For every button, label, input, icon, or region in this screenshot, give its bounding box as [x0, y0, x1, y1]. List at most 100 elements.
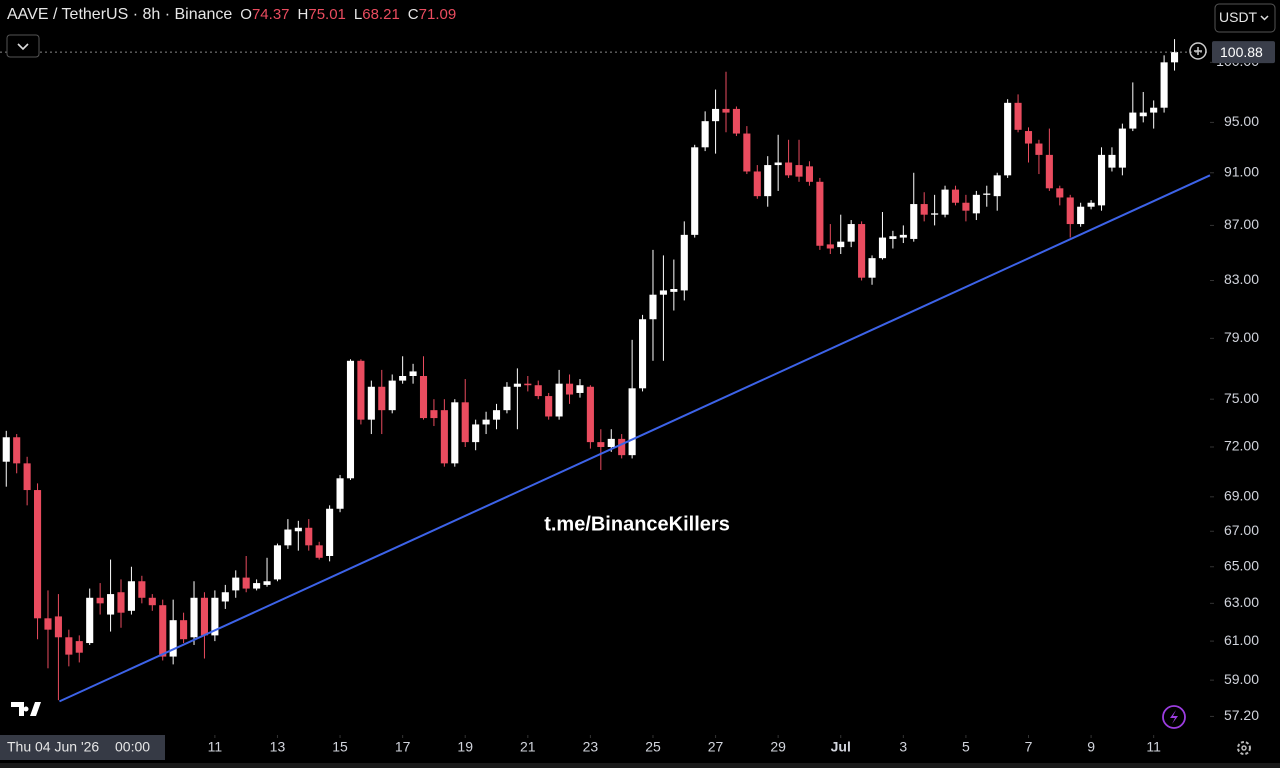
- candle-body: [388, 380, 396, 411]
- candle-body: [659, 290, 667, 295]
- candle-body: [628, 388, 636, 456]
- candle-body: [378, 386, 386, 411]
- x-tick-label: 7: [1025, 739, 1033, 755]
- candle-body: [117, 592, 125, 613]
- candle-body: [159, 605, 167, 657]
- candle-body: [346, 360, 355, 479]
- candle-body: [910, 204, 918, 239]
- candle-body: [513, 383, 521, 387]
- x-tick-label: 13: [270, 739, 286, 755]
- candle-body: [1118, 128, 1126, 168]
- currency-label: USDT: [1219, 9, 1258, 25]
- add-alert-button[interactable]: [1189, 42, 1207, 60]
- candle-body: [1014, 102, 1022, 130]
- candle-body: [1139, 112, 1147, 117]
- candle-body: [524, 383, 532, 386]
- y-tick-label: 67.00: [1224, 522, 1259, 538]
- candle-body: [23, 463, 31, 491]
- candle-body: [461, 402, 469, 443]
- candle-body: [1170, 52, 1179, 63]
- candle-body: [65, 637, 73, 655]
- candle-body: [232, 577, 240, 591]
- legend-value: 68.21: [362, 6, 400, 23]
- candle-body: [993, 175, 1001, 197]
- candle-body: [482, 419, 490, 425]
- logo: [11, 702, 41, 716]
- candle-body: [1035, 143, 1043, 155]
- candle-body: [889, 236, 897, 239]
- candle-body: [597, 442, 605, 447]
- collapse-icon: [17, 43, 29, 51]
- candle-body: [190, 597, 198, 638]
- candle-body: [1045, 154, 1053, 189]
- candle-body: [712, 108, 720, 122]
- candle-body: [200, 597, 208, 636]
- candle-body: [54, 616, 62, 638]
- settings-button[interactable]: [1237, 741, 1251, 755]
- date-label-box: [0, 735, 165, 760]
- y-tick-label: 72.00: [1224, 438, 1259, 454]
- candle-body: [618, 438, 626, 456]
- bottom-strip: [0, 763, 1280, 768]
- x-tick-label: 29: [770, 739, 786, 755]
- x-tick-label: Jul: [831, 739, 851, 755]
- candle-body: [138, 581, 146, 598]
- legend-value: 71.09: [418, 6, 457, 23]
- legend-label: O: [240, 6, 252, 23]
- y-tick-label: 83.00: [1224, 271, 1259, 287]
- currency-chevron: [1260, 15, 1269, 21]
- candle-body: [357, 360, 365, 420]
- candle-body: [34, 490, 42, 619]
- symbol-title: AAVE / TetherUS · 8h · Binance: [7, 6, 233, 23]
- y-tick-label: 69.00: [1224, 488, 1259, 504]
- x-tick-label: 21: [520, 739, 536, 755]
- candle-body: [670, 289, 678, 292]
- candle-body: [753, 171, 761, 197]
- candle-body: [221, 592, 229, 602]
- candle-body: [336, 478, 344, 509]
- candle-body: [586, 386, 594, 443]
- candle-body: [639, 319, 647, 389]
- settings-icon: [1241, 745, 1247, 751]
- logo-dot: [23, 706, 29, 712]
- candle-body: [837, 241, 845, 248]
- candle-body: [941, 189, 949, 215]
- candle-body: [878, 237, 887, 259]
- add-alert-icon: [1194, 47, 1202, 55]
- candle-body: [451, 402, 459, 464]
- candle-body: [920, 204, 928, 215]
- candle-body: [951, 189, 960, 203]
- candle-body: [1077, 206, 1085, 225]
- candle-body: [858, 224, 866, 278]
- candle-body: [86, 597, 94, 644]
- y-tick-label: 95.00: [1224, 113, 1259, 129]
- candle-body: [899, 234, 907, 238]
- candle-body: [565, 383, 574, 395]
- x-tick-label: 11: [208, 739, 223, 755]
- candle-body: [367, 386, 375, 420]
- x-tick-label: 27: [708, 739, 724, 755]
- candle-body: [983, 193, 991, 195]
- candle-body: [545, 396, 553, 417]
- candle-body: [1024, 131, 1033, 144]
- trendline: [59, 174, 1211, 703]
- candle-body: [503, 386, 511, 411]
- candle-body: [743, 133, 751, 172]
- candle-body: [816, 181, 824, 246]
- collapse-button[interactable]: [6, 34, 40, 58]
- x-tick-label: 23: [583, 739, 599, 755]
- candle-body: [409, 371, 417, 377]
- candle-body: [555, 383, 563, 417]
- currency-button[interactable]: [1214, 3, 1276, 33]
- candle-body: [107, 594, 115, 615]
- candle-body: [1066, 197, 1074, 225]
- legend-label: L: [353, 6, 363, 23]
- y-tick-label: 59.00: [1224, 671, 1259, 687]
- candle-body: [315, 545, 323, 558]
- lightning-button[interactable]: [1162, 705, 1186, 729]
- candle-body: [1108, 154, 1116, 168]
- candle-body: [1087, 202, 1095, 207]
- candle-body: [534, 385, 542, 397]
- candle-body: [169, 620, 177, 657]
